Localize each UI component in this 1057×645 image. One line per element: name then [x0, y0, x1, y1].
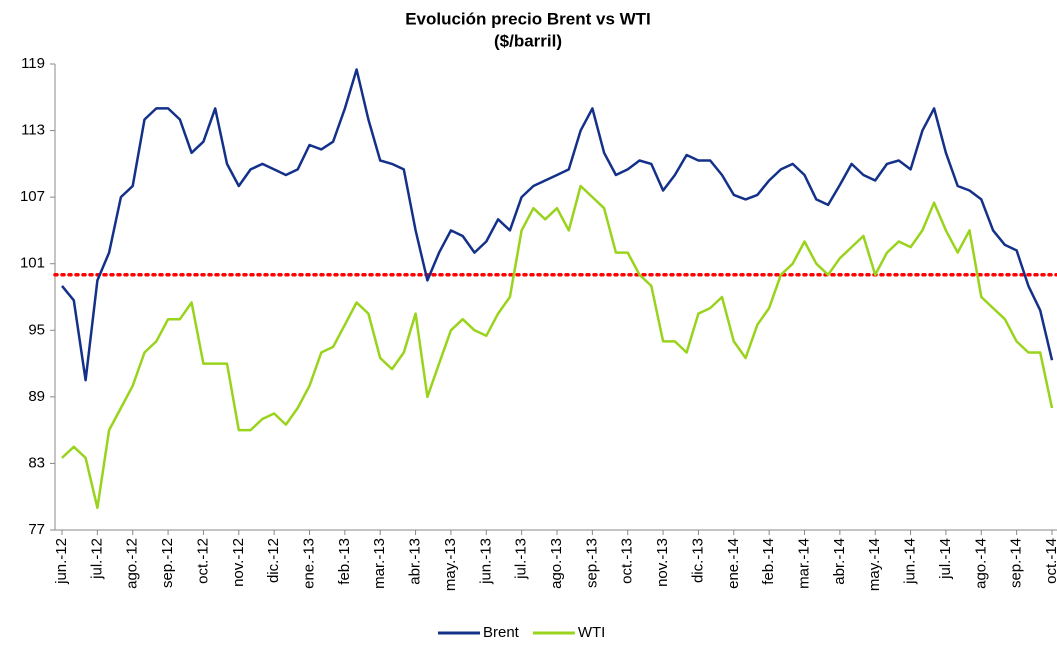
x-tick-label: jun.-12	[53, 538, 70, 585]
x-tick-label: abr.-13	[407, 538, 424, 585]
chart-title: Evolución precio Brent vs WTI	[405, 9, 651, 28]
legend-label: WTI	[578, 624, 606, 641]
x-tick-label: ene.-14	[725, 538, 742, 589]
x-tick-label: sep.-14	[1008, 538, 1025, 588]
x-tick-label: oct.-13	[619, 538, 636, 584]
x-tick-label: jul.-13	[513, 538, 530, 580]
x-tick-label: jun.-13	[477, 538, 494, 585]
x-tick-label: abr.-14	[831, 538, 848, 585]
y-tick-label: 83	[28, 454, 45, 471]
x-tick-label: mar.-13	[371, 538, 388, 589]
y-tick-label: 107	[20, 188, 45, 205]
x-tick-label: nov.-13	[654, 538, 671, 587]
x-tick-label: jul.-12	[88, 538, 105, 580]
x-tick-label: may.-13	[442, 538, 459, 591]
x-tick-label: feb.-14	[760, 538, 777, 585]
x-tick-label: may.-14	[866, 538, 883, 591]
x-tick-label: ago.-12	[124, 538, 141, 589]
y-tick-label: 89	[28, 388, 45, 405]
chart-subtitle: ($/barril)	[494, 31, 562, 50]
y-tick-label: 101	[20, 255, 45, 272]
x-tick-label: feb.-13	[336, 538, 353, 585]
x-tick-label: dic.-12	[265, 538, 282, 583]
x-tick-label: ago.-14	[972, 538, 989, 589]
x-tick-label: oct.-14	[1043, 538, 1057, 584]
x-tick-label: ago.-13	[548, 538, 565, 589]
x-tick-label: nov.-12	[230, 538, 247, 587]
x-tick-label: oct.-12	[194, 538, 211, 584]
x-tick-label: jun.-14	[902, 538, 919, 585]
x-tick-label: sep.-13	[583, 538, 600, 588]
y-tick-label: 119	[21, 55, 45, 72]
y-tick-label: 95	[28, 321, 45, 338]
x-tick-label: mar.-14	[795, 538, 812, 589]
legend-label: Brent	[483, 624, 520, 641]
x-tick-label: ene.-13	[300, 538, 317, 589]
y-tick-label: 113	[21, 122, 45, 139]
y-tick-label: 77	[28, 521, 45, 538]
x-tick-label: sep.-12	[159, 538, 176, 588]
series-line	[61, 184, 1054, 510]
series-line	[61, 68, 1054, 382]
x-tick-label: dic.-13	[689, 538, 706, 583]
x-tick-label: jul.-14	[937, 538, 954, 580]
